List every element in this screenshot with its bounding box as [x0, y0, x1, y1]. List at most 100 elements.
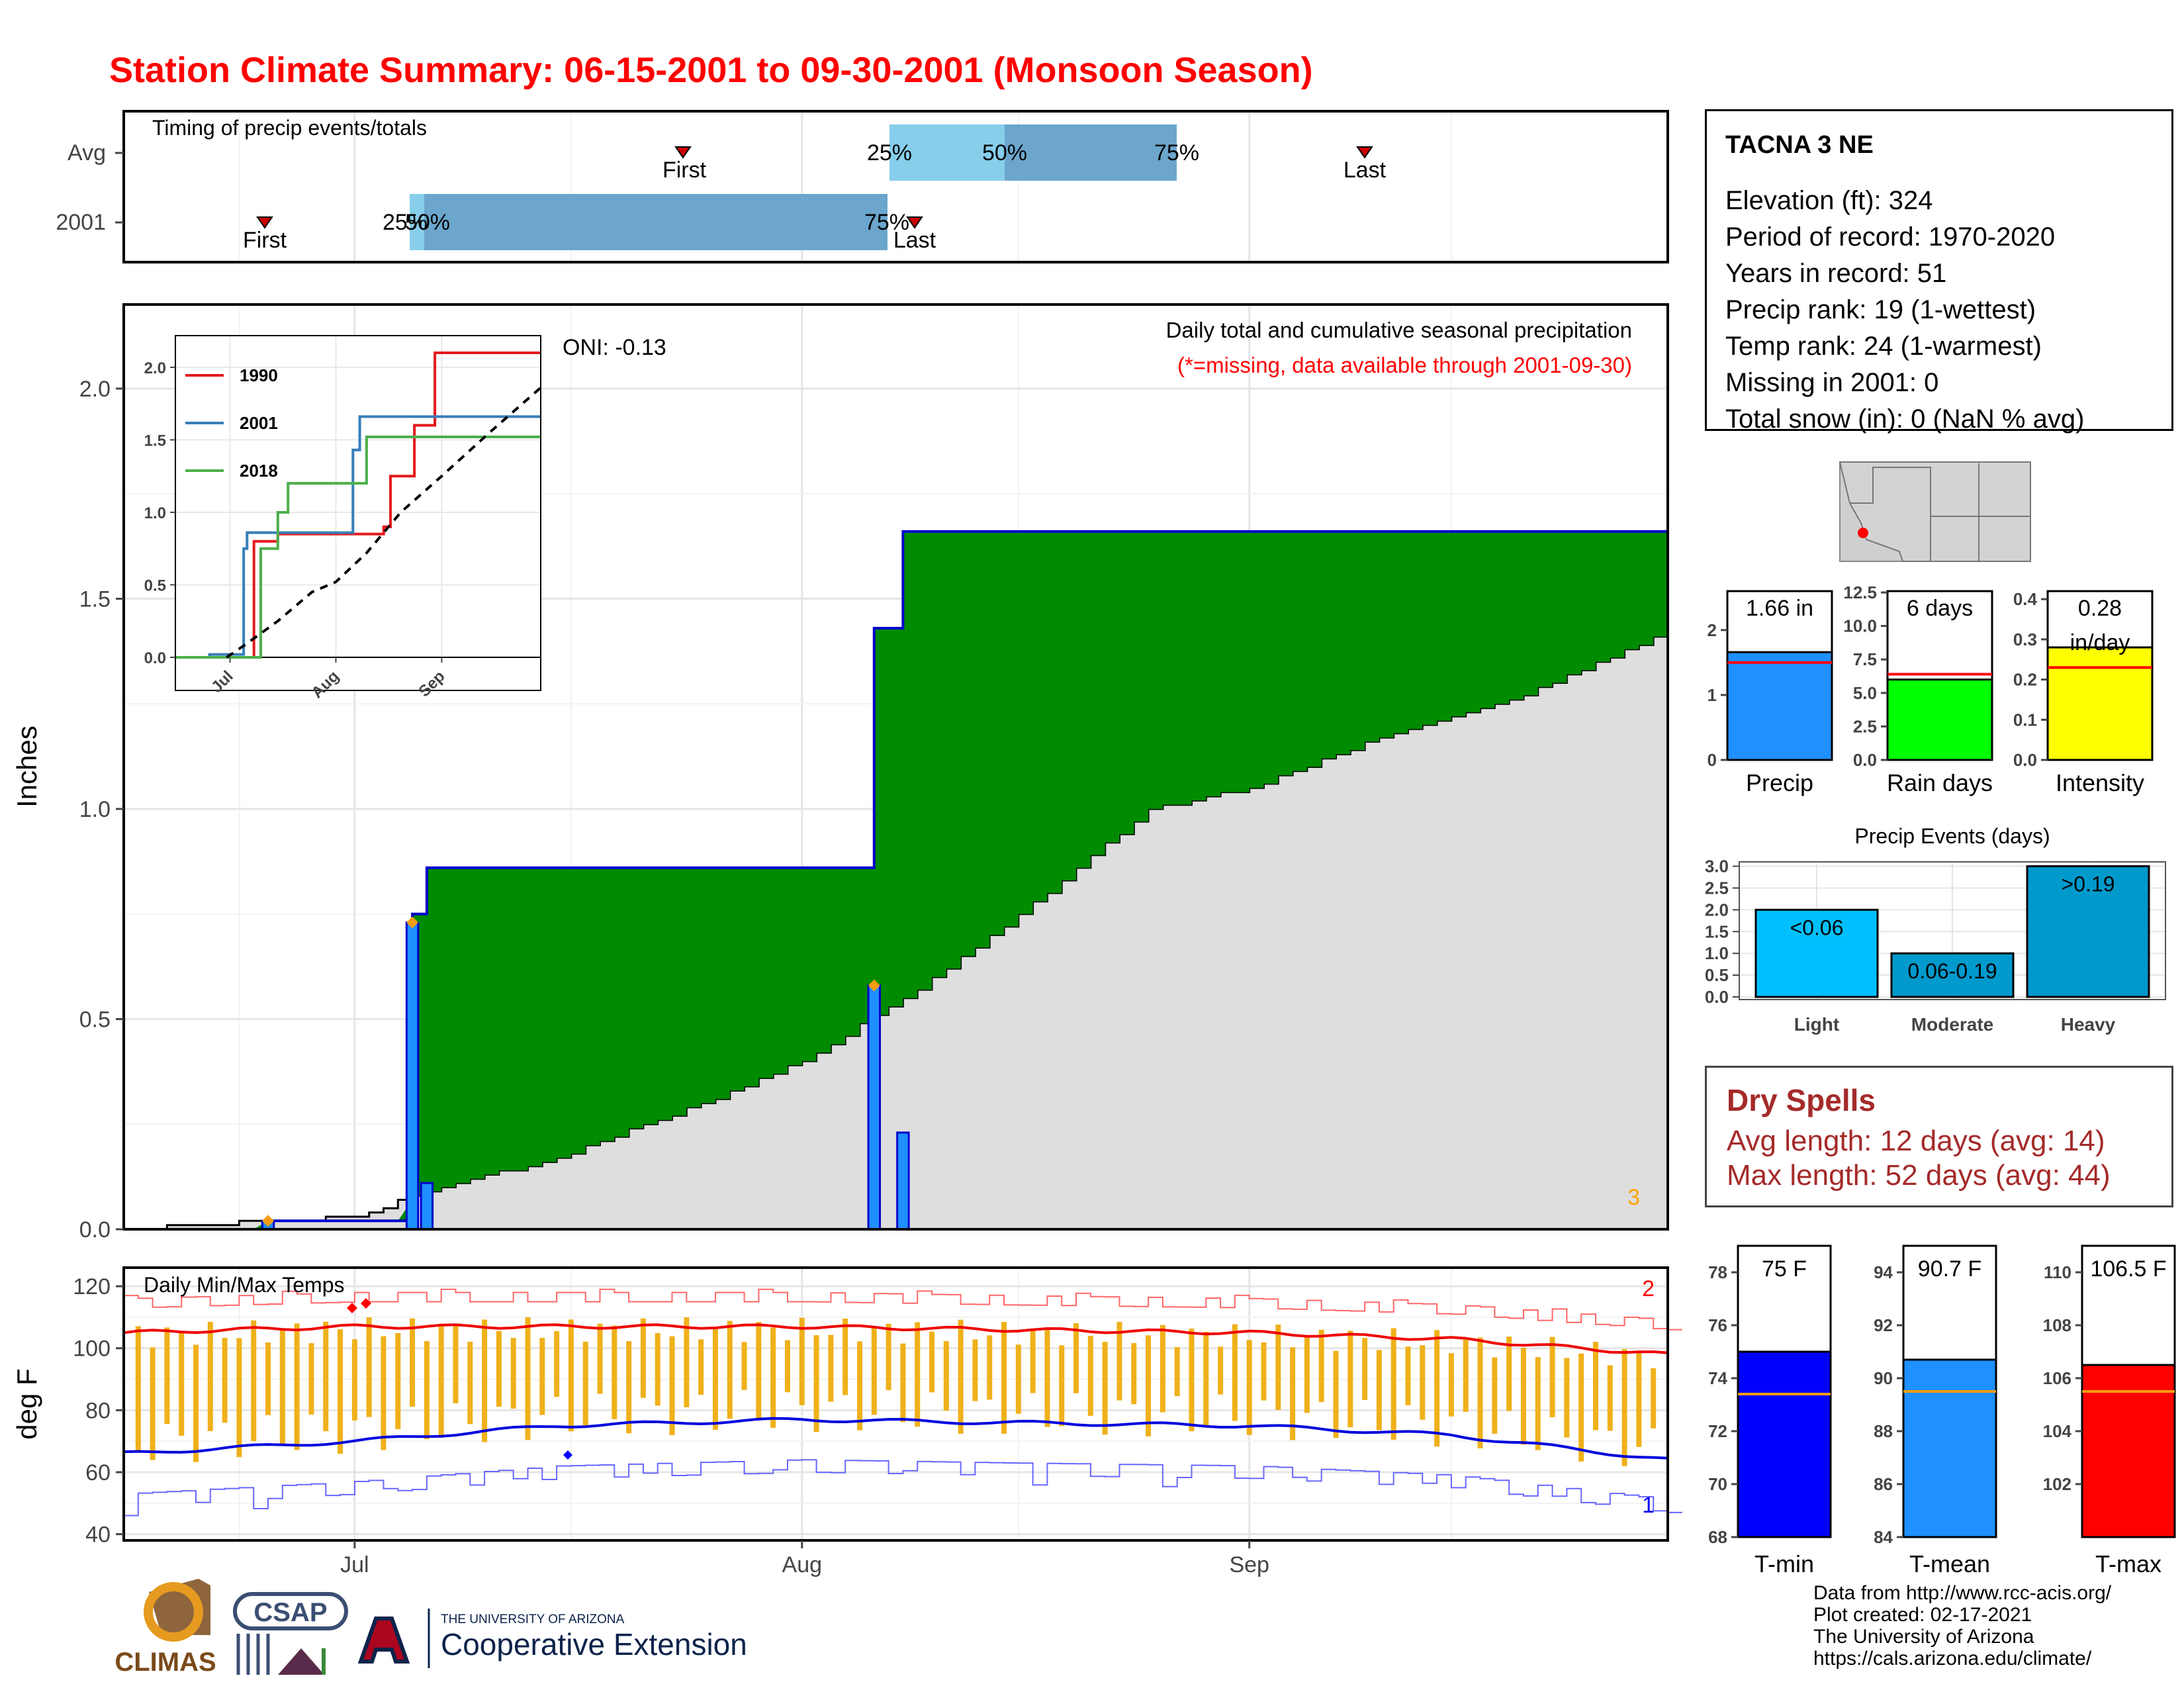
daily-temp-range-bar	[1564, 1358, 1570, 1438]
dry-spells-avg: Avg length: 12 days (avg: 14)	[1727, 1125, 2105, 1157]
precip-events-bar-label: 0.06-0.19	[1907, 959, 1997, 983]
y-tick-label: 120	[73, 1274, 111, 1299]
dry-spells-title: Dry Spells	[1727, 1083, 1876, 1117]
precip-events-chart: Precip Events (days) <0.06 Light 0.06-0.19 M…	[1705, 824, 2166, 1035]
avg-iqr-upper-bar	[1005, 124, 1177, 181]
daily-temp-range-bar	[886, 1323, 891, 1391]
inset-lines	[175, 352, 541, 659]
station-precip-rank: Precip rank: 19 (1-wettest)	[1725, 295, 2036, 324]
temp-bar-y-tick-label: 90	[1874, 1368, 1893, 1388]
mini-bar-y-tick-label: 5.0	[1853, 683, 1877, 703]
temp-bar-y-tick-label: 78	[1708, 1262, 1727, 1282]
daily-temp-range-bar	[915, 1322, 921, 1427]
daily-temp-range-bar	[1203, 1331, 1209, 1425]
y-tick-label: 1.5	[79, 587, 111, 612]
x-tick-label: Jul	[340, 1552, 369, 1577]
daily-temp-range-bar	[1131, 1342, 1137, 1405]
y-tick-label: 100	[73, 1336, 111, 1362]
excess-precip-area	[124, 531, 1668, 1229]
record-low-marker	[563, 1450, 572, 1460]
temp-bar-y-tick-label: 104	[2043, 1421, 2072, 1441]
station-info-box: TACNA 3 NE Elevation (ft): 324 Period of…	[1705, 109, 2173, 434]
climas-logo-ring	[144, 1582, 203, 1642]
daily-temp-range-bar	[1044, 1327, 1050, 1427]
y2001-iqr-lower-bar	[410, 194, 424, 250]
daily-temp-range-bar	[929, 1331, 935, 1393]
y2001-p75-label: 75%	[864, 210, 909, 235]
precip-events-frame	[1739, 861, 2166, 1000]
daily-temp-range-bar	[655, 1333, 660, 1406]
inset-legend-label: 1990	[240, 365, 278, 385]
csap-logo-mountain	[278, 1648, 324, 1675]
daily-temp-range-bar	[381, 1336, 387, 1450]
summary-bar-charts: 1.66 in 0 1 2 Precip 6 days 0.0 2.5 5.0 7.5 10.0 12…	[1707, 583, 2154, 796]
credit-university: The University of Arizona	[1813, 1626, 2034, 1648]
daily-temp-range-bar	[1420, 1345, 1426, 1420]
avg-iqr-lower-bar	[889, 124, 1005, 181]
mini-bar-y-tick-label: 0.0	[2013, 750, 2037, 770]
daily-temp-range-bar	[1535, 1357, 1541, 1450]
temp-bar-value	[2081, 1364, 2176, 1538]
daily-temp-range-bar	[1347, 1331, 1353, 1428]
daily-temp-range-bar	[972, 1339, 978, 1401]
y2001-last-label: Last	[893, 228, 936, 253]
daily-temp-range-bar	[1087, 1335, 1093, 1416]
timing-panel: Timing of precip events/totals 25% 50% 7…	[56, 110, 1669, 263]
inset-legend: 1990 2001 2018	[185, 365, 278, 481]
daily-temp-range-bar	[842, 1318, 848, 1395]
y2001-p50-label: 50%	[405, 210, 450, 235]
climas-logo: CLIMAS	[114, 1579, 216, 1677]
daily-temp-range-bar	[1030, 1328, 1036, 1393]
mini-bar-y-tick-label: 1	[1707, 685, 1717, 705]
daily-temp-range-bar	[1520, 1348, 1526, 1445]
y-tick-label: 80	[85, 1398, 111, 1423]
temp-bar-chart-t-mean: 90.7 F 84 86 88 90 92 94 T-mean	[1874, 1244, 1997, 1577]
daily-temp-range-bar	[1160, 1325, 1165, 1413]
avg-last-marker	[1356, 146, 1373, 159]
daily-temp-range-bar	[741, 1342, 747, 1390]
temp-bar-value-label: 75 F	[1762, 1256, 1807, 1282]
event-marker	[262, 1215, 275, 1227]
temp-bar-y-tick-label: 74	[1708, 1368, 1727, 1388]
temp-y-label: deg F	[11, 1368, 42, 1439]
temp-bar-y-tick-label: 88	[1874, 1421, 1893, 1441]
precip-y-axis: 0.0 0.5 1.0 1.5 2.0	[79, 377, 124, 1243]
y2001-last-marker	[906, 216, 923, 229]
credit-plot-created: Plot created: 02-17-2021	[1813, 1604, 2032, 1626]
station-period: Period of record: 1970-2020	[1725, 222, 2056, 252]
missing-note: (*=missing, data available through 2001-…	[1177, 353, 1632, 377]
mini-bar-y-tick-label: 2.5	[1853, 716, 1877, 736]
ua-logo-small-text: THE UNIVERSITY OF ARIZONA	[441, 1613, 625, 1626]
daily-precip-bar	[405, 921, 420, 1231]
daily-temp-range-bar	[813, 1335, 819, 1432]
daily-temp-range-bar	[712, 1329, 718, 1430]
daily-temp-range-bar	[1015, 1344, 1021, 1414]
y2001-iqr-upper-bar	[424, 194, 887, 250]
daily-temp-range-bar	[338, 1329, 343, 1454]
mini-bar-value	[2046, 646, 2154, 761]
daily-temp-range-bar	[1001, 1321, 1007, 1434]
daily-temp-range-bar	[1448, 1353, 1454, 1417]
temp-bar-y-tick-label: 86	[1874, 1474, 1893, 1494]
inset-y-tick-label: 2.0	[144, 359, 166, 377]
mini-bar-value	[1886, 679, 1993, 761]
ua-logo: THE UNIVERSITY OF ARIZONA Cooperative Ex…	[357, 1609, 747, 1668]
mini-bar-label: Intensity	[2056, 769, 2144, 796]
locator-map	[1839, 461, 2031, 562]
daily-temp-range-bar	[582, 1341, 588, 1426]
station-years: Years in record: 51	[1725, 259, 1947, 288]
precip-events-bar	[2026, 865, 2150, 998]
y2001-first-label: First	[243, 228, 287, 253]
inset-y-tick-label: 1.0	[144, 504, 166, 522]
precip-events-y-tick-label: 1.0	[1705, 943, 1729, 963]
temp-panel-title: Daily Min/Max Temps	[144, 1273, 344, 1297]
daily-temp-range-bar	[1376, 1350, 1382, 1430]
map-land	[1839, 461, 2031, 562]
temperature-bar-charts: 75 F 68 70 72 74 76 78 T-min 90.7 F 84 86 88 90 92 94 T…	[1708, 1244, 2176, 1577]
inset-y-tick-label: 1.5	[144, 432, 166, 449]
csap-logo-cloud	[233, 1592, 348, 1630]
daily-temp-range-bar	[1463, 1339, 1469, 1412]
inset-legend-label: 2018	[240, 461, 278, 481]
mini-bar-y-tick-label: 7.5	[1853, 649, 1877, 669]
inset-legend-label: 2001	[240, 413, 278, 433]
